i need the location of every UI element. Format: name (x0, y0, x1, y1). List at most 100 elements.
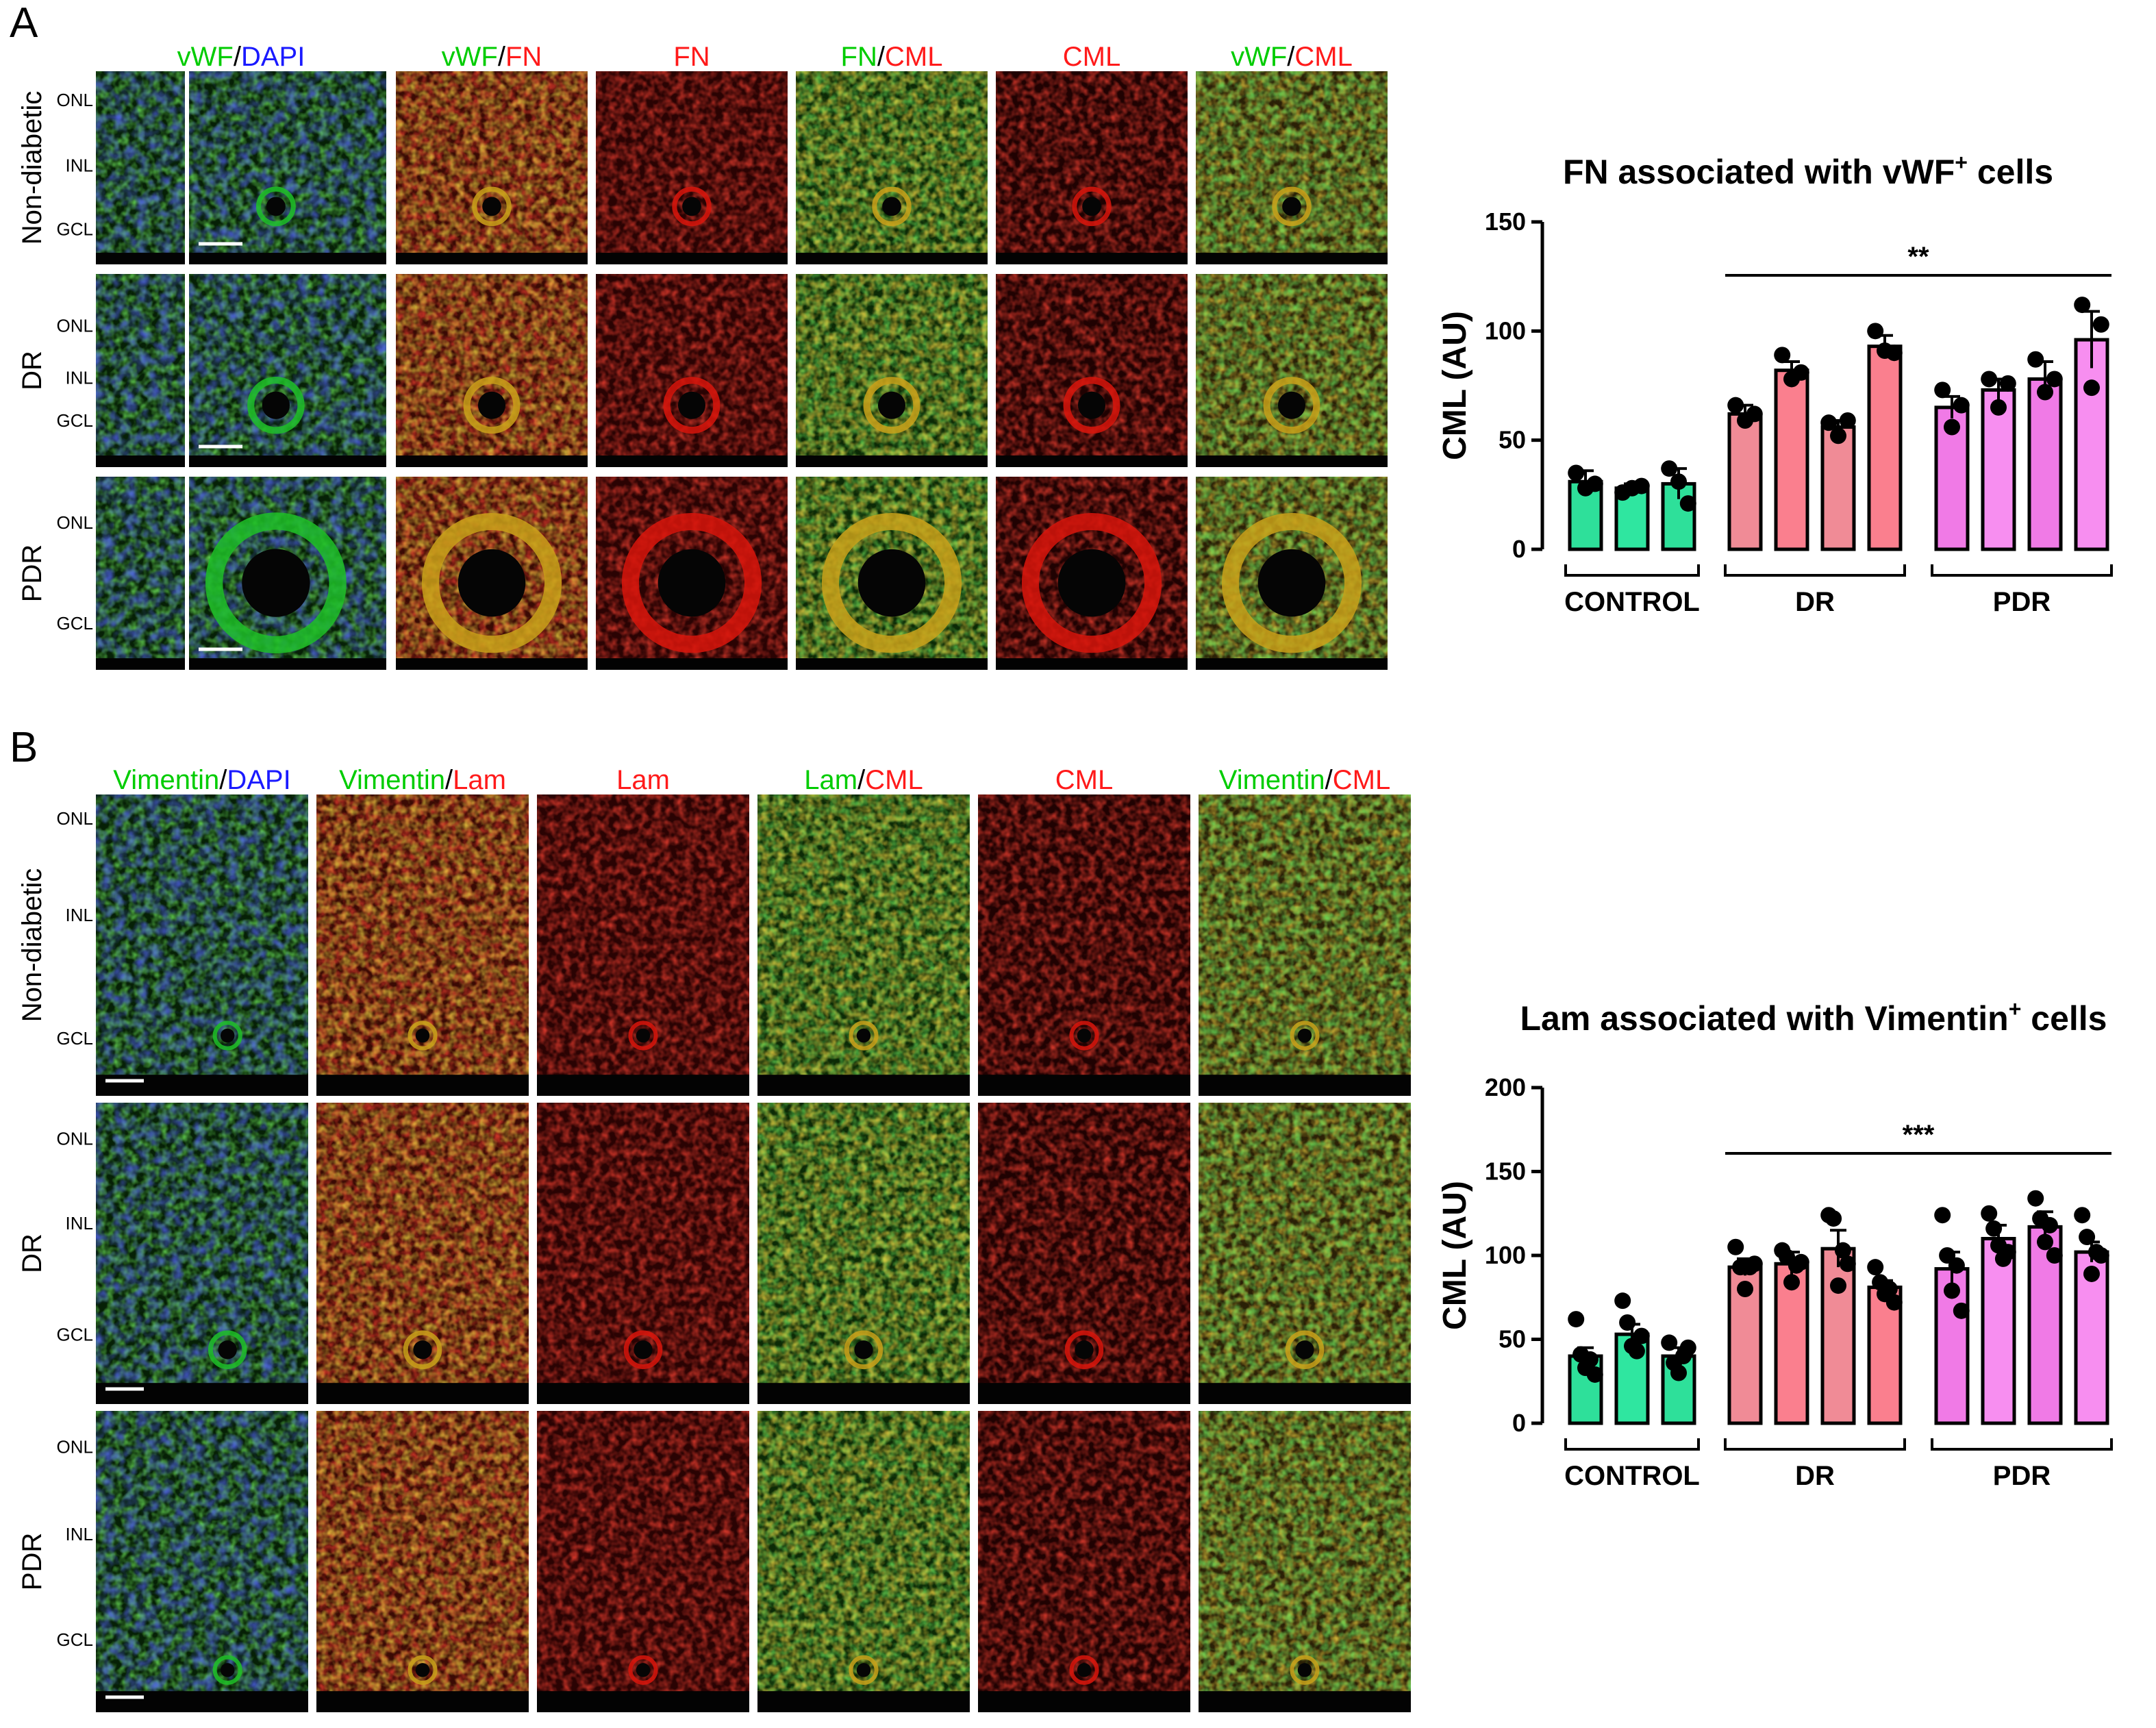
panel-a-micrograph-tile (996, 71, 1188, 264)
panel-b-micrograph-tile (316, 1103, 529, 1404)
data-point (2027, 1190, 2044, 1207)
tile-dark-edge (978, 1075, 1190, 1096)
panel-b-micrograph-tile (316, 794, 529, 1096)
vessel-lumen (657, 549, 726, 617)
data-point (2037, 1234, 2053, 1251)
data-point (1670, 1364, 1687, 1381)
vessel-lumen (266, 197, 286, 216)
data-point (1792, 1253, 1809, 1270)
vessel-ring (212, 1655, 242, 1685)
group-label: PDR (1993, 1461, 2051, 1491)
panel-a-column-header: vWF/FN (442, 42, 542, 72)
panel-a-micrograph-tile (396, 71, 588, 264)
data-point (1839, 412, 1856, 429)
bar-4 (1774, 368, 1809, 551)
chart-title-suffix: cells (1968, 153, 2053, 191)
data-point (2092, 1247, 2109, 1264)
data-point (1670, 473, 1687, 490)
data-point (2083, 1265, 2100, 1282)
data-point (1999, 375, 2016, 392)
panel-b-micrograph-tile (757, 1103, 970, 1404)
vessel-lumen (1057, 549, 1126, 617)
tile-dark-edge (1199, 1691, 1411, 1712)
data-point (1746, 1255, 1763, 1273)
vessel-lumen (636, 1028, 651, 1043)
panel-a-layer-label: GCL (57, 219, 93, 240)
vessel-lumen (262, 391, 290, 419)
tile-dark-edge (537, 1383, 749, 1404)
tile-texture (537, 1411, 749, 1712)
bar-5 (1820, 425, 1856, 551)
panel-b-header-part: / (219, 765, 227, 795)
y-tick-label: 200 (1485, 1073, 1526, 1101)
tile-texture (1196, 274, 1388, 467)
panel-a-micrograph-tile (96, 477, 386, 670)
panel-a-layer-label: INL (66, 155, 93, 176)
tile-texture (596, 274, 788, 467)
significance-marker: *** (1903, 1120, 1935, 1150)
y-tick-label: 150 (1485, 208, 1526, 236)
vessel-ring (255, 186, 296, 227)
vessel-lumen (1075, 1340, 1094, 1360)
data-point (1737, 1281, 1753, 1297)
tile-texture (978, 1411, 1190, 1712)
panel-a-header-part: vWF (177, 42, 234, 72)
vessel-ring (1263, 377, 1320, 434)
panel-a-header-part: / (877, 42, 886, 72)
data-point (1727, 1238, 1744, 1255)
vessel-ring (1221, 512, 1362, 653)
panel-b-micrograph-tile (96, 1411, 308, 1712)
tile-texture (1199, 794, 1411, 1096)
data-point (1727, 397, 1744, 414)
panel-b-micrograph-tile (978, 1411, 1190, 1712)
vessel-lumen (1297, 1028, 1312, 1043)
panel-b-row-label: DR (17, 1234, 47, 1273)
vessel-ring (1285, 1330, 1325, 1370)
data-point (1981, 1205, 1998, 1222)
data-point (1999, 1244, 2016, 1261)
tile-dark-edge (396, 455, 588, 467)
panel-a-layer-label: ONL (57, 512, 93, 533)
tile-texture (996, 274, 1188, 467)
vessel-lumen (457, 549, 526, 617)
panel-b-micrograph-tile (1199, 794, 1411, 1096)
data-point (1881, 1281, 1898, 1297)
tile-dark-edge (757, 1691, 970, 1712)
panel-a-micrograph-tile (1196, 274, 1388, 467)
group-bracket (1564, 564, 1700, 577)
vessel-lumen (415, 1663, 430, 1677)
panel-a-micrograph-tile (796, 274, 988, 467)
panel-b-column-header: Lam (616, 765, 670, 795)
tile-texture (96, 1103, 308, 1404)
panel-a-layer-label: INL (66, 368, 93, 388)
vessel-ring (849, 1655, 879, 1685)
bar-9 (2027, 1225, 2063, 1425)
vessel-lumen (1295, 1340, 1314, 1360)
panel-a-header-part: FN (505, 42, 542, 72)
panel-a-split-divider (185, 477, 189, 670)
tile-dark-edge (757, 1075, 970, 1096)
vessel-lumen (413, 1340, 432, 1360)
bar-10 (2074, 338, 2109, 551)
data-point (1661, 460, 1678, 477)
panel-b-header-part: Vimentin (339, 765, 445, 795)
panel-a-micrograph-tile (96, 71, 386, 264)
panel-a-split-divider (185, 274, 189, 467)
panel-b-header-part: CML (1333, 765, 1390, 795)
data-point (1981, 371, 1998, 388)
panel-a-layer-label: GCL (57, 613, 93, 634)
vessel-lumen (218, 1340, 237, 1360)
vessel-lumen (877, 391, 906, 419)
bar-8 (1981, 1237, 2016, 1425)
data-point (1586, 1366, 1603, 1383)
tile-dark-edge (1196, 253, 1388, 264)
bar-3 (1727, 412, 1763, 551)
data-point (1985, 1220, 2003, 1237)
group-label: CONTROL (1564, 587, 1700, 617)
data-point (1746, 405, 1763, 423)
data-point (1867, 323, 1884, 340)
vessel-lumen (1257, 549, 1326, 617)
panel-a-micrograph-tile (1196, 71, 1388, 264)
panel-a-header-part: / (498, 42, 506, 72)
panel-b-layer-label: ONL (57, 808, 93, 829)
